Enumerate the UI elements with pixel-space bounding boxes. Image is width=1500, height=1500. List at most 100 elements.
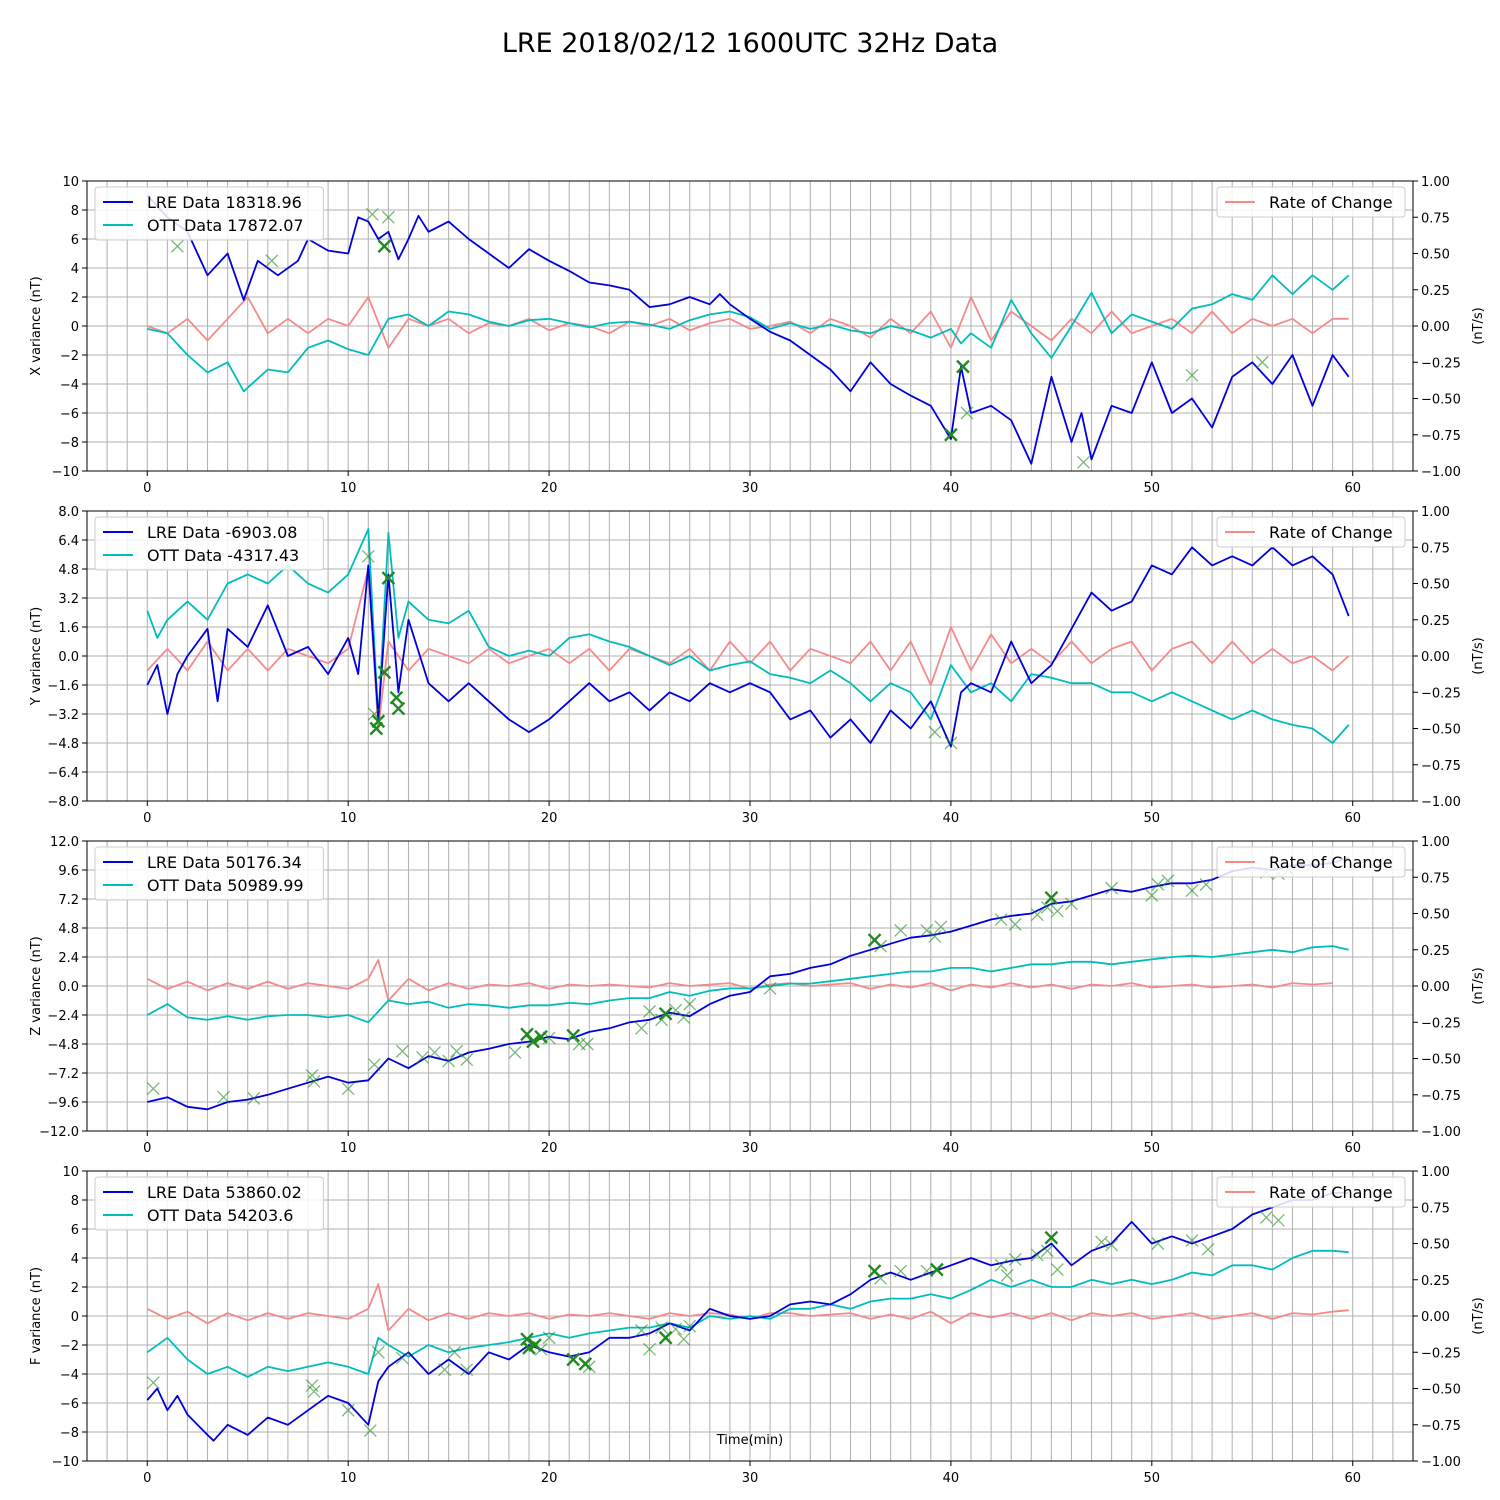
y2-tick-label: 0.00 <box>1421 650 1450 665</box>
y2-tick-label: 1.00 <box>1421 835 1450 850</box>
y2-axis-label: (nT/s) <box>1471 637 1486 674</box>
y2-tick-label: 0.50 <box>1421 578 1450 593</box>
series-line-rate <box>146 959 1333 1002</box>
event-marker <box>1201 1242 1215 1256</box>
marker-stroke <box>305 1379 319 1393</box>
x-tick-label: 40 <box>943 1471 960 1486</box>
event-marker <box>367 707 381 721</box>
event-marker <box>994 1258 1008 1272</box>
legend-box <box>1216 1176 1406 1208</box>
legend-box <box>94 846 324 901</box>
event-marker <box>956 359 970 374</box>
y2-tick-label: −1.00 <box>1421 465 1461 480</box>
marker-stroke <box>1008 917 1022 931</box>
marker-stroke <box>580 1037 594 1051</box>
marker-stroke <box>542 1031 556 1045</box>
y2-tick-label: 0.25 <box>1421 284 1450 299</box>
y-tick-label: 0.0 <box>58 980 79 995</box>
series-line-lre <box>146 1191 1349 1442</box>
event-marker <box>1050 904 1064 918</box>
marker-stroke <box>867 933 882 947</box>
event-marker <box>669 1322 683 1336</box>
y-tick-label: −4.8 <box>47 1038 79 1053</box>
event-marker <box>438 1363 452 1377</box>
event-marker <box>894 1264 908 1278</box>
y2-tick-label: 0.00 <box>1421 320 1450 335</box>
event-marker <box>1185 368 1199 382</box>
y-tick-label: 8.0 <box>58 505 79 520</box>
event-marker <box>371 1345 385 1359</box>
marker-stroke <box>395 1351 409 1365</box>
event-marker <box>146 1082 160 1096</box>
event-marker <box>146 1376 160 1390</box>
event-marker <box>363 1424 377 1438</box>
x-tick-label: 10 <box>340 1141 357 1156</box>
y-tick-label: 6 <box>71 1223 79 1238</box>
y-tick-label: 0.0 <box>58 650 79 665</box>
event-marker <box>377 239 392 254</box>
y2-tick-label: 0.25 <box>1421 1274 1450 1289</box>
marker-stroke <box>1271 1213 1285 1227</box>
y2-tick-label: −0.25 <box>1421 686 1461 701</box>
y2-tick-label: −0.50 <box>1421 393 1461 408</box>
y-tick-label: 4.8 <box>58 922 79 937</box>
y-tick-label: 7.2 <box>58 893 79 908</box>
y2-tick-label: −0.75 <box>1421 759 1461 774</box>
y2-tick-label: 0.50 <box>1421 1238 1450 1253</box>
event-marker <box>1185 884 1199 898</box>
event-marker <box>580 1037 594 1051</box>
event-marker <box>1271 1213 1285 1227</box>
y-tick-label: −6 <box>60 407 79 422</box>
x-tick-label: 0 <box>143 811 151 826</box>
marker-stroke <box>265 254 279 268</box>
event-marker <box>566 1352 581 1367</box>
marker-stroke <box>391 701 406 716</box>
x-tick-label: 60 <box>1344 481 1361 496</box>
event-marker <box>341 1403 355 1417</box>
x-tick-label: 20 <box>541 481 558 496</box>
event-marker <box>442 1054 456 1068</box>
x-tick-label: 60 <box>1344 1141 1361 1156</box>
event-marker <box>1077 455 1090 469</box>
y-tick-label: −4 <box>60 1368 79 1383</box>
event-marker <box>1255 355 1269 369</box>
event-marker <box>1008 917 1022 931</box>
event-marker <box>371 714 386 729</box>
y2-tick-label: 0.25 <box>1421 944 1450 959</box>
event-marker <box>1044 1230 1059 1245</box>
marker-stroke <box>1050 904 1064 918</box>
event-marker <box>416 1050 429 1064</box>
y2-tick-label: 0.00 <box>1421 1310 1450 1325</box>
y2-tick-label: −0.25 <box>1421 1346 1461 1361</box>
marker-stroke <box>247 1091 261 1105</box>
legend-label: OTT Data -4317.43 <box>147 546 299 565</box>
event-marker <box>677 1010 691 1024</box>
figure-title: LRE 2018/02/12 1600UTC 32Hz Data <box>502 28 998 59</box>
event-marker <box>944 736 958 750</box>
series-line-lre <box>146 194 1350 465</box>
marker-stroke <box>635 1021 648 1035</box>
legend-label: LRE Data 53860.02 <box>147 1183 302 1202</box>
marker-stroke <box>655 1013 669 1027</box>
y2-tick-label: −0.75 <box>1421 1089 1461 1104</box>
event-marker <box>934 920 948 934</box>
x-tick-label: 0 <box>143 1141 151 1156</box>
series-line-rate <box>146 296 1349 349</box>
marker-stroke <box>920 1264 934 1278</box>
y-tick-label: −8 <box>60 436 79 451</box>
marker-stroke <box>894 1264 908 1278</box>
x-tick-label: 50 <box>1144 1141 1161 1156</box>
subplots: −10 −8 −6 −4 −2 0 2 4 6 8 10 −1.00 −0.75 −0.50 −0.25 0.… <box>29 175 1486 1486</box>
marker-stroke <box>1161 874 1175 888</box>
y2-tick-label: −0.50 <box>1421 1383 1461 1398</box>
x-tick-label: 30 <box>742 811 759 826</box>
marker-stroke <box>1145 888 1159 902</box>
marker-stroke <box>1064 897 1078 911</box>
event-marker <box>1151 878 1165 891</box>
event-marker <box>658 1006 673 1021</box>
event-marker <box>578 1357 593 1371</box>
event-marker <box>395 1044 409 1058</box>
event-marker <box>450 1044 464 1058</box>
marker-stroke <box>1185 884 1199 898</box>
marker-stroke <box>1201 1242 1215 1256</box>
